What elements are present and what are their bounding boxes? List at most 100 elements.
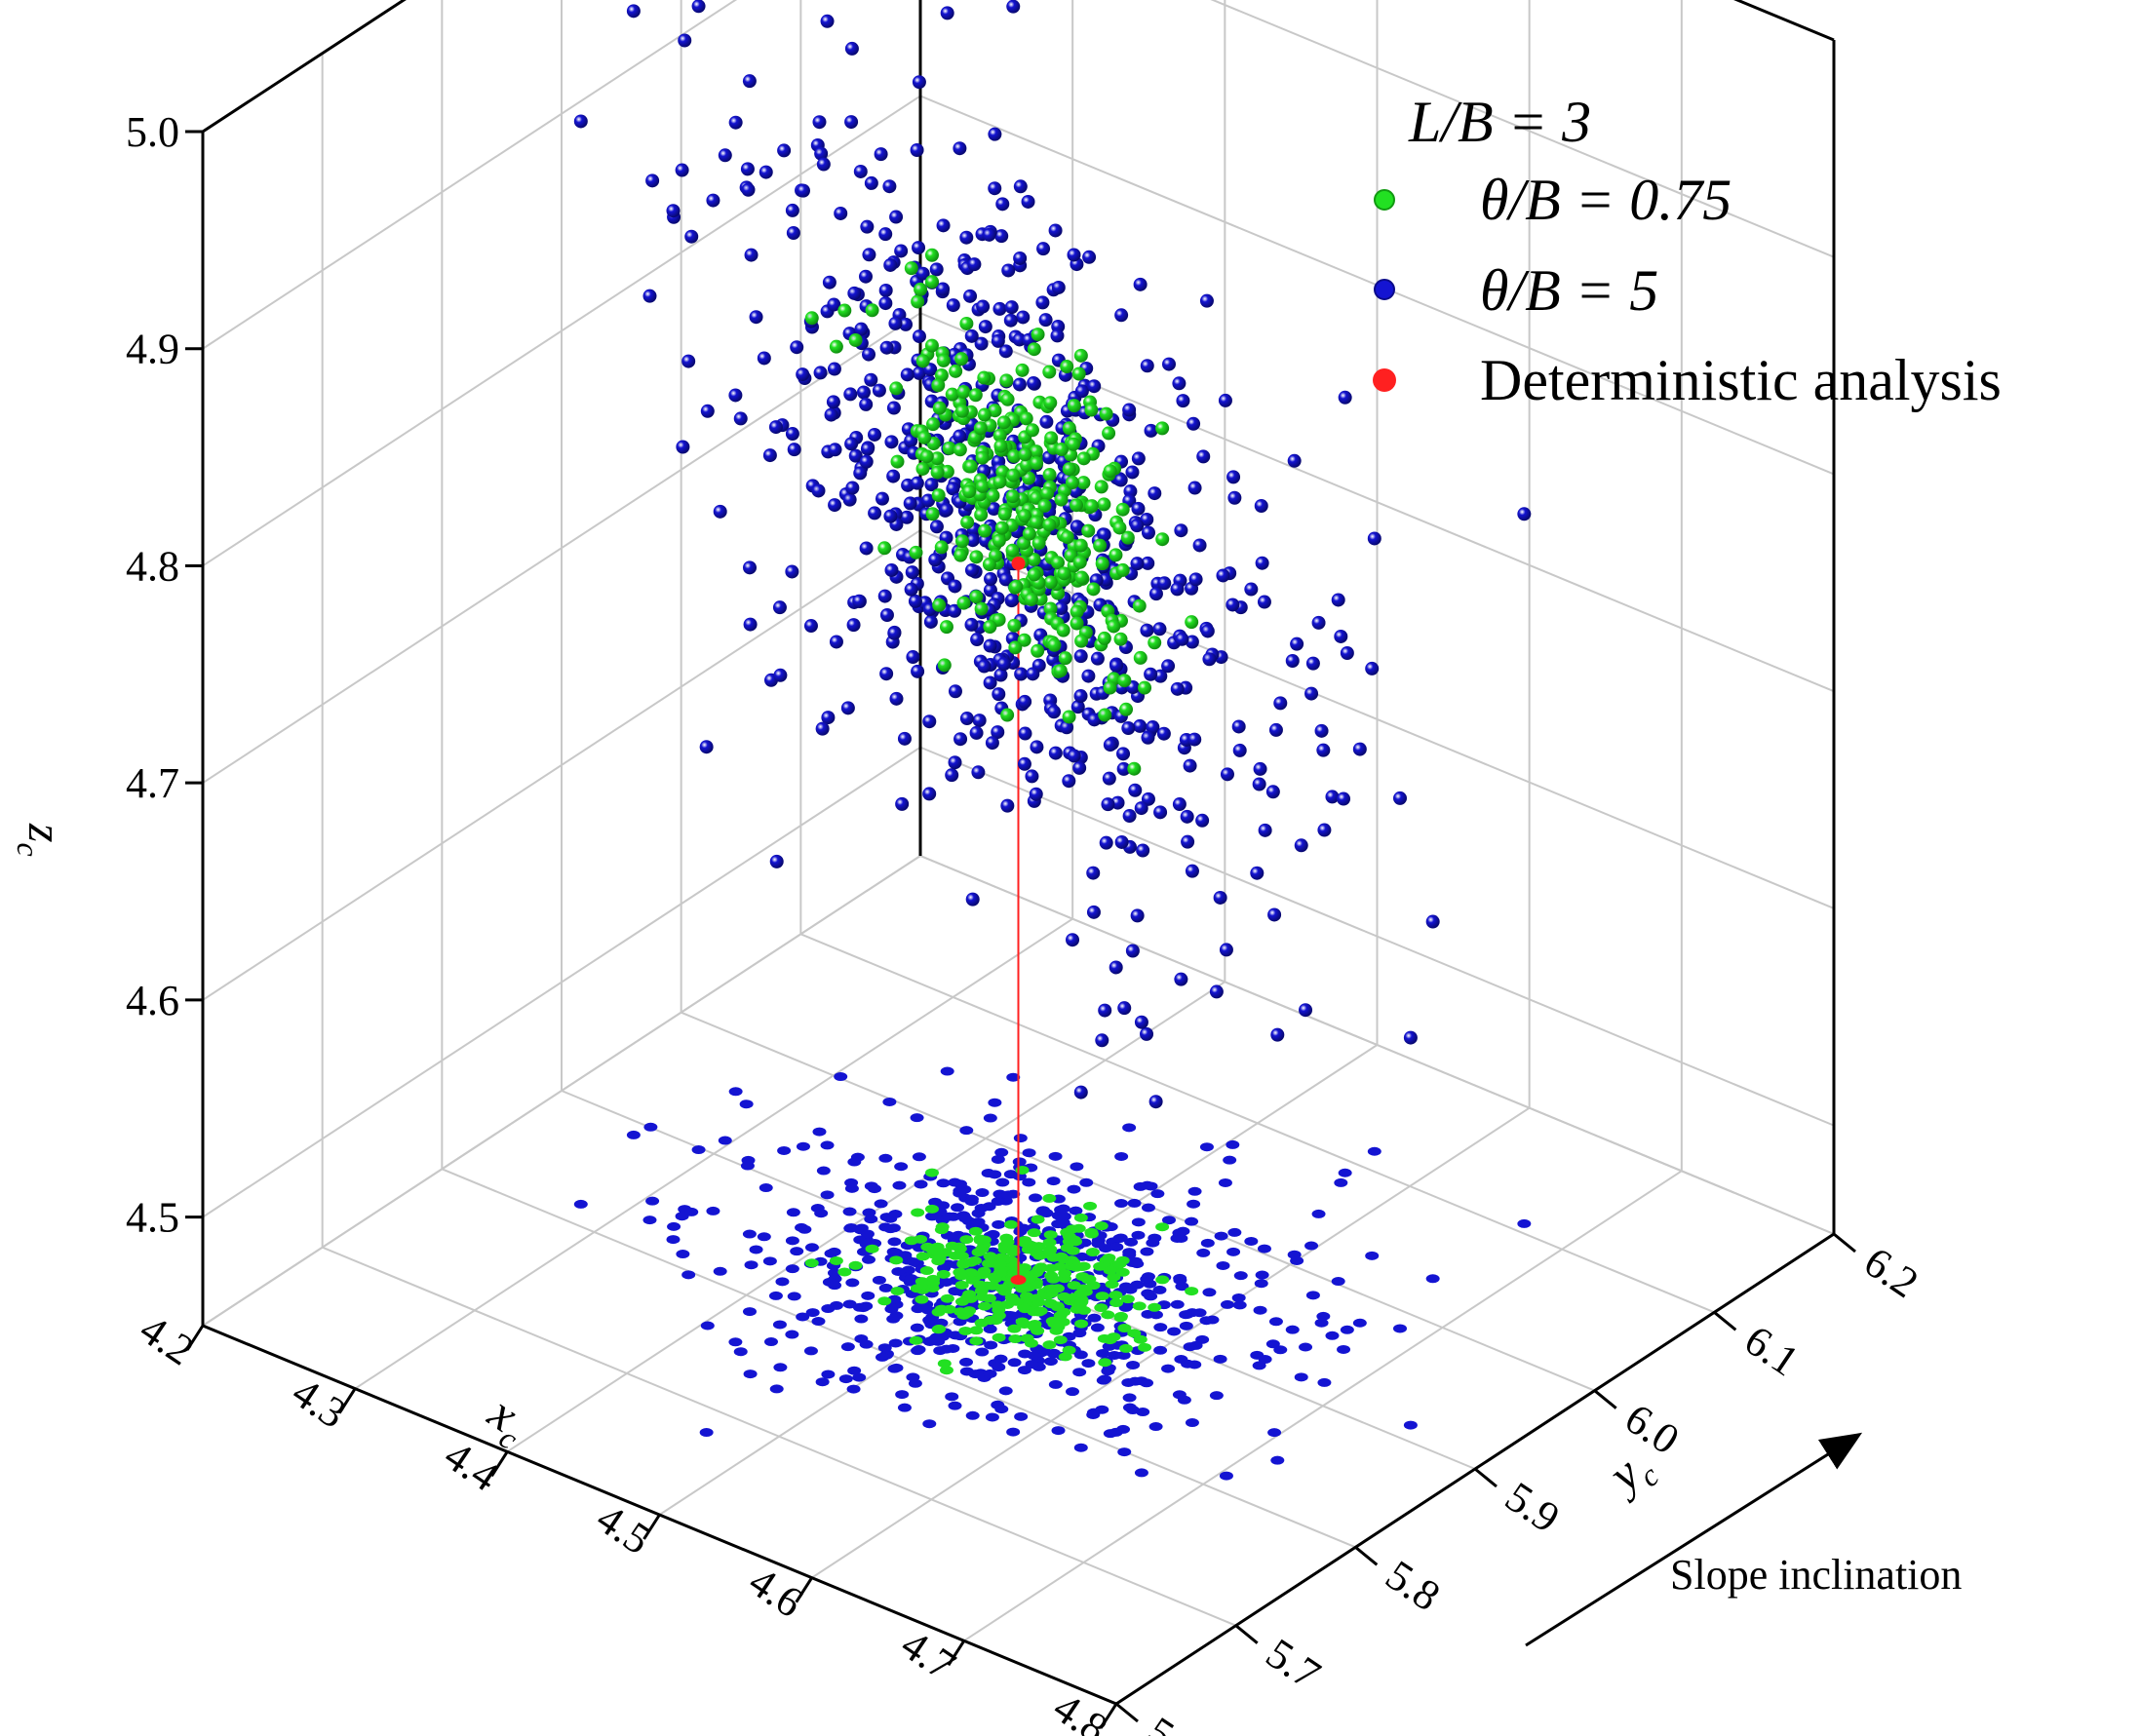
floor-projection-point: [1226, 1139, 1240, 1149]
floor-projection-point: [1132, 1301, 1147, 1311]
point-theta-5: [1317, 823, 1332, 837]
point-theta-5: [1048, 223, 1063, 238]
floor-projection-point: [1062, 1345, 1076, 1355]
floor-projection-point: [749, 1245, 763, 1254]
point-theta-5: [886, 469, 901, 483]
point-theta-0-75: [1065, 476, 1079, 490]
wall-grid-line: [202, 746, 921, 1218]
point-theta-5: [1202, 652, 1217, 667]
point-theta-5: [1148, 486, 1162, 501]
point-theta-5: [1153, 805, 1168, 820]
floor-projection-point: [861, 1291, 875, 1300]
floor-projection-point: [1148, 1233, 1162, 1243]
point-theta-0-75: [1043, 396, 1058, 410]
floor-projection-point: [1367, 1146, 1381, 1156]
point-theta-5: [1060, 720, 1074, 735]
point-theta-5: [1188, 572, 1203, 587]
point-theta-5: [1131, 501, 1146, 516]
point-theta-5: [1250, 866, 1265, 880]
point-theta-5: [1067, 248, 1081, 262]
point-theta-0-75: [936, 353, 951, 367]
floor-projection-point: [877, 1343, 892, 1353]
floor-projection-point: [785, 1330, 799, 1339]
floor-projection-point: [1043, 1230, 1058, 1240]
floor-projection-point: [959, 1235, 974, 1245]
point-theta-0-75: [983, 619, 997, 634]
point-theta-5: [1175, 632, 1189, 646]
floor-projection-point: [1009, 1296, 1024, 1306]
floor-projection-point: [1070, 1304, 1084, 1314]
point-theta-5: [1006, 0, 1021, 14]
floor-projection-point: [676, 1250, 690, 1259]
point-theta-5: [895, 796, 910, 811]
point-theta-5: [777, 143, 792, 158]
tick-labels: 4.2 4.3 4.4 4.5 4.6 4.7 4.8 5.6 5.7 5.8 5.9 6.0 6.1 6…: [126, 108, 1926, 1736]
point-theta-0-75: [1040, 486, 1055, 501]
wall-grid-line: [202, 529, 921, 1001]
point-theta-0-75: [1132, 598, 1147, 613]
floor-projection-point: [1517, 1218, 1532, 1228]
point-theta-5: [939, 503, 953, 518]
floor-projection-point: [1183, 1342, 1197, 1352]
point-theta-5: [1014, 667, 1029, 681]
floor-projection-point: [908, 1378, 922, 1388]
floor-projection-point: [984, 1340, 998, 1350]
floor-projection-point: [882, 1097, 897, 1106]
floor-projection-point: [992, 1332, 1006, 1342]
point-theta-0-75: [954, 404, 969, 418]
point-theta-5: [1314, 723, 1329, 738]
point-theta-0-75: [996, 415, 1011, 430]
point-theta-5: [965, 533, 980, 548]
floor-projection-point: [992, 1259, 1007, 1269]
floor-projection-point: [936, 1269, 951, 1279]
floor-projection-point: [743, 1370, 758, 1379]
floor-projection-point: [859, 1339, 874, 1349]
floor-projection-point: [1094, 1221, 1109, 1231]
floor-projection-point: [1134, 1468, 1148, 1478]
point-theta-5: [1017, 756, 1031, 771]
floor-projection-point: [1094, 1303, 1109, 1313]
floor-projection-point: [1007, 1358, 1022, 1368]
floor-projection-point: [847, 1366, 862, 1375]
point-theta-5: [1134, 1015, 1148, 1029]
floor-projection-point: [1056, 1204, 1070, 1214]
floor-projection-point: [1024, 1338, 1038, 1348]
floor-projection-point: [1161, 1364, 1176, 1373]
point-theta-5: [922, 787, 937, 801]
floor-projection-point: [914, 1179, 928, 1189]
point-theta-5: [1134, 801, 1148, 816]
floor-projection-point: [816, 1166, 831, 1176]
point-theta-5: [877, 589, 892, 603]
point-theta-5: [1176, 394, 1190, 408]
point-theta-5: [815, 721, 830, 736]
point-theta-5: [796, 183, 810, 198]
floor-projection-point: [1185, 1287, 1199, 1296]
point-theta-5: [840, 701, 855, 715]
point-theta-5: [1114, 834, 1129, 849]
point-theta-5: [862, 248, 876, 262]
point-theta-5: [1294, 838, 1308, 853]
point-theta-5: [1232, 743, 1247, 757]
floor-projection-point: [911, 1208, 925, 1217]
floor-projection-point: [967, 1218, 982, 1228]
floor-projection-point: [1027, 1351, 1041, 1361]
floor-projection-point: [910, 1113, 924, 1123]
point-theta-0-75: [1015, 363, 1030, 377]
point-theta-5: [1086, 905, 1101, 919]
point-theta-5: [872, 383, 886, 398]
point-theta-0-75: [1120, 530, 1135, 545]
point-theta-5: [824, 407, 838, 422]
floor-projection-point: [1148, 1310, 1163, 1320]
point-theta-5: [883, 257, 898, 272]
point-theta-5: [1146, 720, 1160, 735]
point-theta-5: [853, 466, 868, 481]
floor-projection-point: [983, 1316, 997, 1326]
deterministic-floor-point: [1010, 1275, 1027, 1285]
floor-projection-point: [790, 1247, 804, 1256]
point-theta-0-75: [865, 303, 879, 318]
point-theta-5: [1196, 449, 1211, 464]
floor-projection-point: [951, 1203, 965, 1213]
point-theta-5: [1125, 465, 1140, 480]
x-tick-mark: [490, 1450, 509, 1478]
point-theta-5: [1174, 523, 1188, 538]
